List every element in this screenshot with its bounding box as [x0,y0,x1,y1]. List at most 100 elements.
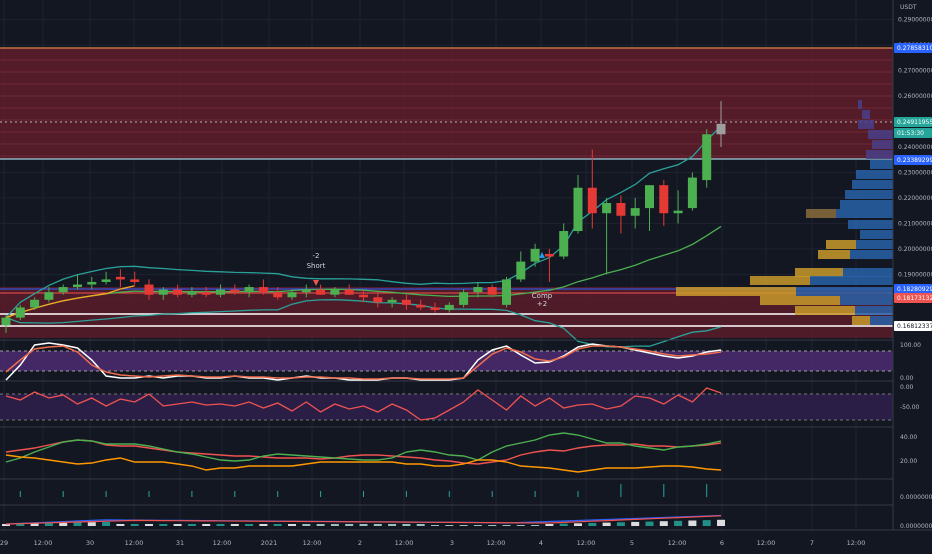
macd-histogram-bar [288,524,296,526]
candle-36 [516,251,526,282]
volume-profile-bar [840,200,893,209]
candle-38 [544,248,554,282]
macd-histogram-bar [102,521,111,526]
candle-34 [487,284,497,298]
price-tick: 0.23000000 [898,169,932,176]
candle-body [530,248,540,262]
macd-histogram-bar [259,524,268,526]
time-axis[interactable]: 29 12:00 30 12:00 31 12:00 2021 12:00 2 12:00 3 12:… [0,529,932,550]
volume-profile-bar [850,250,893,259]
candles[interactable] [1,101,726,333]
dmi-tick: 20.00 [900,458,917,465]
candle-10 [144,279,154,300]
volume-profile-bar [852,316,870,325]
volume-profile-bar [810,276,893,285]
candle-body [702,134,712,181]
macd-histogram-bar [145,524,153,526]
candle-20 [287,289,297,300]
candle-0 [1,315,11,333]
candle-49 [702,129,712,188]
time-tick: 12:00 [303,539,322,547]
macd-histogram-bar [402,524,411,526]
candle-40 [573,175,583,234]
candle-7 [101,271,111,285]
candle-body [659,185,669,214]
volume-profile-bar [856,240,893,249]
bollinger-upper [5,125,722,319]
macd-histogram-bar [702,520,711,526]
candle-8 [115,269,125,288]
macd-histogram-bar [616,522,625,526]
volume-profile-bar [858,100,862,109]
candle-body [15,307,25,318]
candle-body [130,279,140,282]
dmi-minus-line [5,439,722,465]
price-tick: 0.19000000 [898,271,932,278]
volume-profile-bar [868,130,893,139]
macd-histogram-bar [674,520,683,526]
time-tick: 2021 [261,539,278,547]
candle-body [502,279,511,305]
candle-43 [616,195,626,234]
time-tick: 29 [0,539,8,547]
candle-9 [130,271,140,285]
macd-histogram-bar [345,524,354,526]
willr-band [0,394,893,420]
candle-17 [244,284,254,298]
candle-body [544,253,554,257]
macd-histogram-bar [602,522,611,526]
time-tick: 12:00 [34,539,53,547]
candle-body [344,289,354,295]
macd-histogram-bar [445,525,454,526]
macd-histogram-bar [645,521,654,526]
volume-profile-bar [836,209,893,218]
candle-31 [444,302,454,313]
candle-4 [58,284,68,295]
time-tick: 6 [720,539,724,547]
price-tag [894,117,932,127]
price-tag-label: 0.16812337 [897,323,932,330]
price-tag [894,284,932,294]
time-tick: 5 [630,539,634,547]
macd-histogram-bar [159,524,168,526]
macd-histogram-bar [531,525,540,526]
stoch-rsi-tick: 0.00 [900,375,914,382]
candle-35 [502,276,511,308]
price-tag [894,321,932,331]
candle-body [187,292,197,295]
price-axis[interactable]: USDT0.290000000.280000000.270000000.2600… [892,0,932,550]
candle-32 [459,289,469,308]
trend-line [5,285,135,319]
indicator-panes [0,339,932,526]
volume-profile-bar [795,306,855,315]
time-axis-background [0,530,932,550]
macd-histogram-bar [545,524,554,526]
volume-profile-bar [866,150,893,159]
candle-47 [673,190,683,224]
candle-body [387,299,397,303]
macd-histogram-bar [30,523,39,526]
volume-profile [676,100,893,325]
price-tick: 0.21000000 [898,220,932,227]
candle-29 [416,299,426,310]
macd-histogram-bar [502,525,511,526]
price-tag [894,293,932,303]
signal-short-count: -2 [313,252,320,260]
candle-33 [473,281,483,298]
candle-13 [187,287,197,298]
candle-body [1,317,11,326]
price-tag-label: 0.18280929 [897,286,932,293]
macd-histogram-bar [330,524,339,526]
volume-profile-bar [872,140,893,149]
candle-2 [30,297,40,310]
macd-histogram-bar [574,523,582,526]
price-tag-label: 0.27858310 [897,45,932,52]
time-tick: 12:00 [487,539,506,547]
macd-histogram-bar [116,524,125,526]
time-tick: 7 [810,539,814,547]
volume-profile-bar [676,287,796,296]
volume-profile-bar [806,209,836,218]
